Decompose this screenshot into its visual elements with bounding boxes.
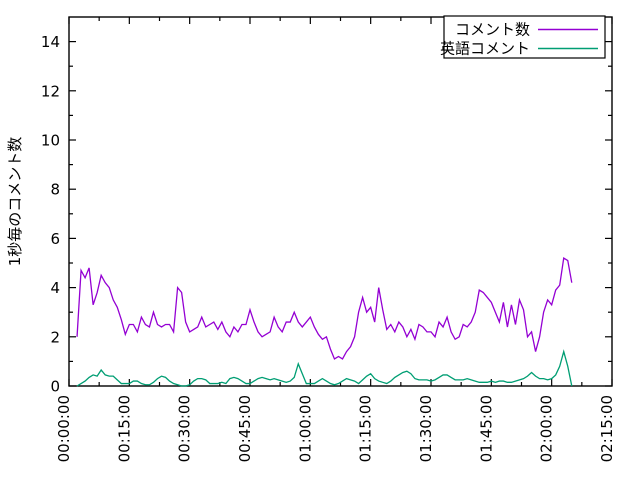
- legend-label-1: コメント数: [455, 21, 530, 39]
- y-tick-label: 14: [41, 33, 60, 51]
- y-tick-label: 0: [50, 378, 60, 396]
- x-tick-label: 01:00:00: [296, 395, 314, 462]
- y-axis-ticks: 0 2 4 6 8 10 12 14: [41, 33, 612, 396]
- x-tick-label: 00:15:00: [115, 395, 133, 462]
- y-axis-title: 1秒毎のコメント数: [6, 137, 24, 267]
- plot-border: [68, 16, 613, 387]
- legend-label-2: 英語コメント: [440, 40, 530, 58]
- series-line-1: [76, 257, 573, 360]
- legend-box: [443, 15, 606, 59]
- x-tick-label: 00:00:00: [55, 395, 73, 462]
- x-tick-label: 00:45:00: [236, 395, 254, 462]
- y-tick-label: 2: [50, 328, 60, 346]
- y-tick-label: 6: [50, 230, 60, 248]
- series-line-2: [76, 349, 573, 387]
- y-tick-label: 4: [50, 279, 60, 297]
- x-tick-label: 01:15:00: [357, 395, 375, 462]
- data-series-group: [76, 257, 573, 387]
- x-axis-ticks: 00:00:00 00:15:00 00:30:00 00:45:00 01:00:00…: [55, 17, 616, 462]
- y-tick-label: 8: [50, 181, 60, 199]
- x-tick-label: 02:00:00: [538, 395, 556, 462]
- plot-frame: [68, 16, 613, 387]
- x-tick-label: 02:15:00: [598, 395, 616, 462]
- y-axis-title-text: 1秒毎のコメント数: [6, 137, 24, 267]
- x-tick-label: 01:30:00: [417, 395, 435, 462]
- x-tick-label: 01:45:00: [477, 395, 495, 462]
- x-tick-label: 00:30:00: [176, 395, 194, 462]
- y-tick-label: 10: [41, 132, 60, 150]
- y-tick-label: 12: [41, 82, 60, 100]
